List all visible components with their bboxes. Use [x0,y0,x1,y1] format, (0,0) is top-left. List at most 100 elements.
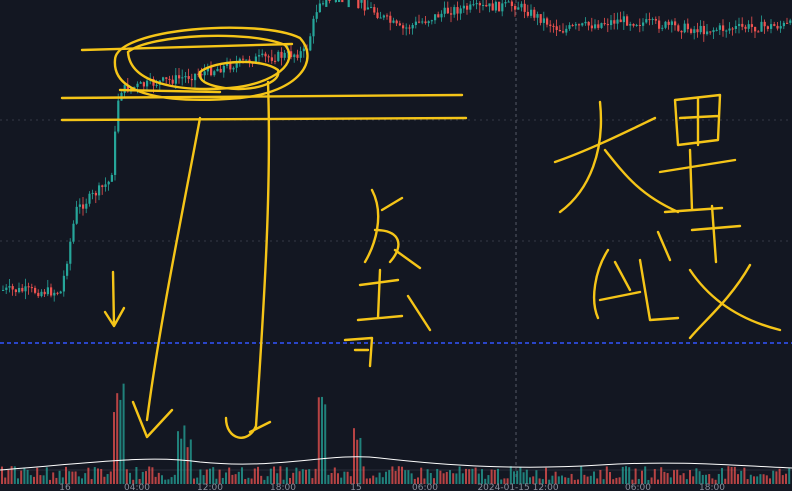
volume-bar [727,466,730,484]
volume-bar [61,477,64,484]
candle [366,0,369,10]
volume-bar [298,471,301,484]
volume-bar [90,479,93,484]
volume-bar [333,467,336,484]
candle [613,12,616,30]
handwritten-quantity [658,93,737,214]
candle [114,125,117,181]
candle [651,17,654,25]
annotation-layer [60,26,782,439]
candle [558,25,561,32]
volume-bar [509,466,512,484]
volume-bar [778,468,781,484]
candle [267,54,270,63]
volume-bar [77,476,80,484]
candle [478,1,481,13]
volume-bar [218,469,221,484]
volume-bar [173,474,176,484]
volume-bar [391,466,394,484]
candle [382,14,385,21]
candle [731,27,734,36]
candle [494,0,497,13]
candle [309,33,312,52]
volume-bar [605,466,608,484]
volume-layer [0,383,792,484]
volume-bar [612,479,615,484]
candle [523,0,526,19]
volume-bar [404,470,407,484]
volume-bar [564,477,567,484]
volume-bar [756,476,759,484]
volume-bar [519,467,522,484]
candle [699,20,702,35]
volume-bar [513,471,515,484]
volume-bar [692,476,695,484]
candle [402,22,405,35]
candle [283,50,286,61]
volume-bar [708,474,711,484]
volume-bar [135,467,138,484]
candle [258,49,261,64]
x-tick-label: 15 [350,483,361,491]
volume-bar [276,473,279,484]
volume-bar [266,476,269,484]
volume-bar [263,479,266,484]
candle [334,0,337,3]
candle [328,0,331,4]
candle [437,11,440,18]
candle [389,11,392,31]
candle [440,10,443,22]
volume-bar [327,474,330,484]
candle [786,17,789,25]
volume-bar [593,471,595,484]
volume-bar [625,466,627,484]
volume-bar [68,471,71,484]
volume-bar [503,478,506,484]
volume-bar [103,476,106,484]
candle [715,27,718,32]
volume-bar [788,468,791,484]
volume-bar [20,470,23,484]
candle [597,20,600,30]
candle [2,285,5,291]
volume-bar [397,466,400,484]
handwritten-gap [343,188,432,368]
candle [475,0,478,10]
volume-bar [426,469,429,484]
candle [18,282,21,294]
candle [261,49,264,58]
candle [760,15,763,32]
volume-bar [737,474,739,484]
volume-bar [49,479,51,484]
candle [78,198,81,214]
candle [664,20,667,30]
volume-bar [413,478,416,484]
volume-bar [621,466,624,484]
candle [370,2,373,9]
volume-bar [292,472,295,484]
candle [488,3,491,13]
candle [408,24,411,35]
horizontal-line-annotation [118,88,222,94]
volume-bar [180,438,183,484]
candle [443,1,446,18]
volume-bar [257,466,259,484]
candle [232,66,235,73]
volume-bar [724,478,727,484]
candle [635,23,638,27]
candle [110,172,113,182]
candle [789,18,792,26]
volume-bar [583,474,586,484]
volume-bar [81,478,83,484]
candle [750,16,753,33]
volume-bar [183,425,186,484]
volume-bar [529,477,531,484]
volume-bar [554,471,557,484]
candle [683,20,686,34]
candle [571,23,574,27]
candle [629,21,632,31]
candle [562,23,565,34]
candle [456,1,459,21]
candle [347,0,350,8]
